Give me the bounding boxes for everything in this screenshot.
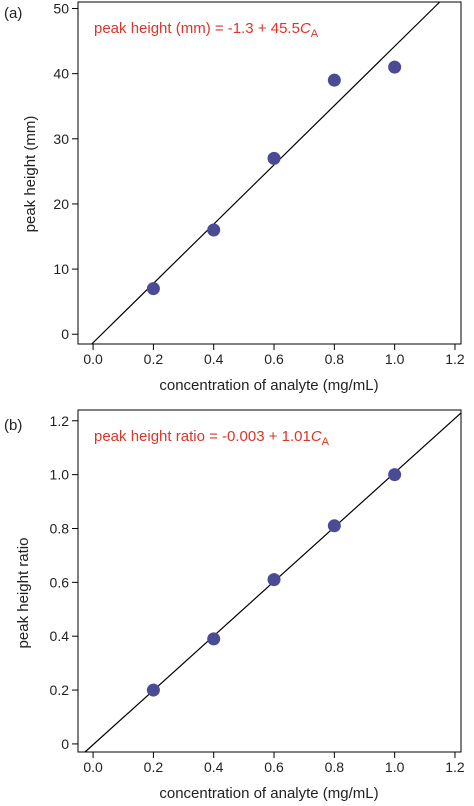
data-point-a <box>388 60 402 74</box>
equation-b-sub: A <box>322 436 330 448</box>
data-point-b <box>388 468 402 482</box>
panel-label-a: (a) <box>4 5 22 22</box>
equation-b: peak height ratio = -0.003 + 1.01CA <box>94 428 330 448</box>
y-tick-label-b: 0.4 <box>50 628 70 644</box>
data-point-a <box>327 73 341 87</box>
data-point-b <box>207 632 221 646</box>
x-tick-label-a: 0.0 <box>83 351 103 367</box>
x-tick-label-b: 0.2 <box>144 759 164 775</box>
panel-label-b: (b) <box>4 417 22 434</box>
y-axis-label-b: peak height ratio <box>15 538 32 649</box>
equation-a-lhs: peak height (mm) = -1.3 + 45.5 <box>94 20 300 37</box>
x-tick-label-b: 0.4 <box>204 759 224 775</box>
equation-b-var: C <box>311 428 322 445</box>
plot-frame-b <box>77 409 462 753</box>
x-axis-label-a: concentration of analyte (mg/mL) <box>159 377 378 394</box>
y-tick-label-a: 0 <box>61 326 69 342</box>
x-tick-label-b: 0.6 <box>264 759 284 775</box>
x-tick-label-b: 1.2 <box>445 759 465 775</box>
fit-line-a <box>91 1 441 345</box>
x-tick-label-a: 0.2 <box>144 351 164 367</box>
y-tick-label-a: 30 <box>53 131 69 147</box>
y-tick-label-b: 0.2 <box>50 682 70 698</box>
chart-panel-a: (a) peak height (mm) concentration of an… <box>4 1 465 394</box>
x-tick-label-a: 1.0 <box>385 351 405 367</box>
y-tick-label-b: 1.0 <box>50 467 70 483</box>
equation-a-var: C <box>300 20 311 37</box>
data-point-a <box>267 151 281 165</box>
x-tick-label-a: 0.4 <box>204 351 224 367</box>
data-point-b <box>267 573 281 587</box>
x-tick-label-b: 1.0 <box>385 759 405 775</box>
equation-a: peak height (mm) = -1.3 + 45.5CA <box>94 20 319 40</box>
y-tick-label-b: 0.6 <box>50 574 70 590</box>
y-tick-label-b: 0 <box>61 736 69 752</box>
x-tick-label-a: 0.6 <box>264 351 284 367</box>
y-tick-label-b: 0.8 <box>50 520 70 536</box>
y-tick-label-a: 10 <box>53 261 69 277</box>
x-tick-label-b: 0.8 <box>325 759 345 775</box>
data-point-a <box>146 282 160 296</box>
equation-b-lhs: peak height ratio = -0.003 + 1.01 <box>94 428 311 445</box>
y-tick-label-b: 1.2 <box>50 413 70 429</box>
data-point-b <box>146 683 160 697</box>
data-point-b <box>327 519 341 533</box>
equation-a-sub: A <box>311 28 319 40</box>
x-tick-label-b: 0.0 <box>83 759 103 775</box>
y-axis-label-a: peak height (mm) <box>22 116 39 233</box>
x-tick-label-a: 1.2 <box>445 351 465 367</box>
y-tick-label-a: 20 <box>53 196 69 212</box>
chart-panel-b: (b) peak height ratio concentration of a… <box>4 409 465 802</box>
y-tick-label-a: 40 <box>53 66 69 82</box>
x-axis-label-b: concentration of analyte (mg/mL) <box>159 785 378 802</box>
data-point-a <box>207 223 221 237</box>
plot-frame-a <box>77 1 462 345</box>
y-tick-label-a: 50 <box>53 1 69 17</box>
x-tick-label-a: 0.8 <box>325 351 345 367</box>
